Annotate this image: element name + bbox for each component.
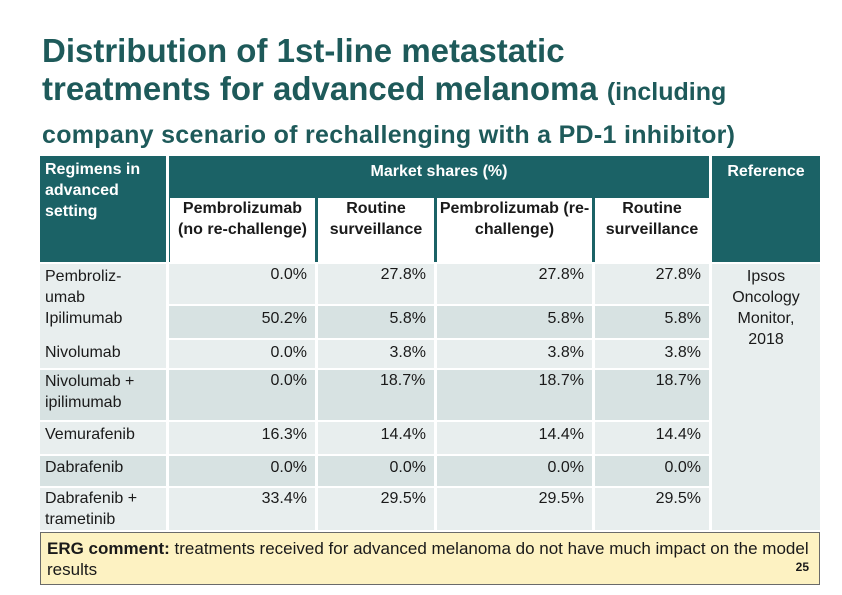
cell-value: 29.5% bbox=[318, 488, 434, 530]
reference-cell: Ipsos Oncology Monitor, 2018 bbox=[712, 264, 820, 530]
cell-value: 29.5% bbox=[595, 488, 709, 530]
cell-value: 0.0% bbox=[437, 456, 592, 486]
cell-value: 0.0% bbox=[169, 340, 315, 368]
cell-value: 3.8% bbox=[318, 340, 434, 368]
title-line-2-tail: (including bbox=[606, 78, 727, 106]
cell-value: 18.7% bbox=[595, 370, 709, 420]
title-line-1: Distribution of 1st-line metastatic bbox=[42, 32, 565, 69]
cell-value: 18.7% bbox=[318, 370, 434, 420]
cell-value: 14.4% bbox=[595, 422, 709, 454]
subheader-pembro-rechallenge: Pembrolizumab (re-challenge) bbox=[437, 198, 592, 262]
row-label: Dabrafenib + trametinib bbox=[40, 488, 166, 530]
erg-comment-text: treatments received for advanced melanom… bbox=[47, 539, 809, 579]
cell-value: 50.2% bbox=[169, 306, 315, 338]
cell-value: 14.4% bbox=[318, 422, 434, 454]
subheader-routine-surveillance-2: Routine surveillance bbox=[595, 198, 709, 262]
erg-comment-label: ERG comment: bbox=[47, 539, 170, 558]
cell-value: 5.8% bbox=[595, 306, 709, 338]
cell-value: 16.3% bbox=[169, 422, 315, 454]
slide-title: Distribution of 1st-line metastatic trea… bbox=[42, 32, 832, 111]
row-label: Nivolumab bbox=[40, 340, 166, 368]
row-label: Pembroliz-umab Ipilimumab bbox=[40, 264, 166, 344]
cell-value: 0.0% bbox=[595, 456, 709, 486]
row-label: Vemurafenib bbox=[40, 422, 166, 454]
page-number: 25 bbox=[795, 560, 809, 574]
row-label: Dabrafenib bbox=[40, 456, 166, 486]
cell-value: 0.0% bbox=[169, 264, 315, 304]
title-line-2: treatments for advanced melanoma (includ… bbox=[42, 70, 832, 111]
market-shares-header: Market shares (%) bbox=[169, 156, 709, 186]
cell-value: 18.7% bbox=[437, 370, 592, 420]
erg-comment-box: ERG comment: treatments received for adv… bbox=[40, 532, 820, 585]
cell-value: 29.5% bbox=[437, 488, 592, 530]
cell-value: 0.0% bbox=[318, 456, 434, 486]
cell-value: 27.8% bbox=[595, 264, 709, 304]
cell-value: 33.4% bbox=[169, 488, 315, 530]
corner-header: Regimens in advanced setting bbox=[40, 156, 166, 262]
slide-subtitle: company scenario of rechallenging with a… bbox=[42, 121, 736, 149]
row-label: Nivolumab + ipilimumab bbox=[40, 370, 166, 420]
cell-value: 0.0% bbox=[169, 456, 315, 486]
cell-value: 3.8% bbox=[437, 340, 592, 368]
cell-value: 5.8% bbox=[437, 306, 592, 338]
cell-value: 14.4% bbox=[437, 422, 592, 454]
reference-header: Reference bbox=[712, 156, 820, 262]
cell-value: 3.8% bbox=[595, 340, 709, 368]
subheader-pembro-no-rechallenge: Pembrolizumab (no re-challenge) bbox=[170, 198, 315, 262]
subheader-routine-surveillance-1: Routine surveillance bbox=[318, 198, 434, 262]
cell-value: 5.8% bbox=[318, 306, 434, 338]
title-line-2-main: treatments for advanced melanoma bbox=[42, 70, 598, 107]
cell-value: 0.0% bbox=[169, 370, 315, 420]
cell-value: 27.8% bbox=[437, 264, 592, 304]
cell-value: 27.8% bbox=[318, 264, 434, 304]
